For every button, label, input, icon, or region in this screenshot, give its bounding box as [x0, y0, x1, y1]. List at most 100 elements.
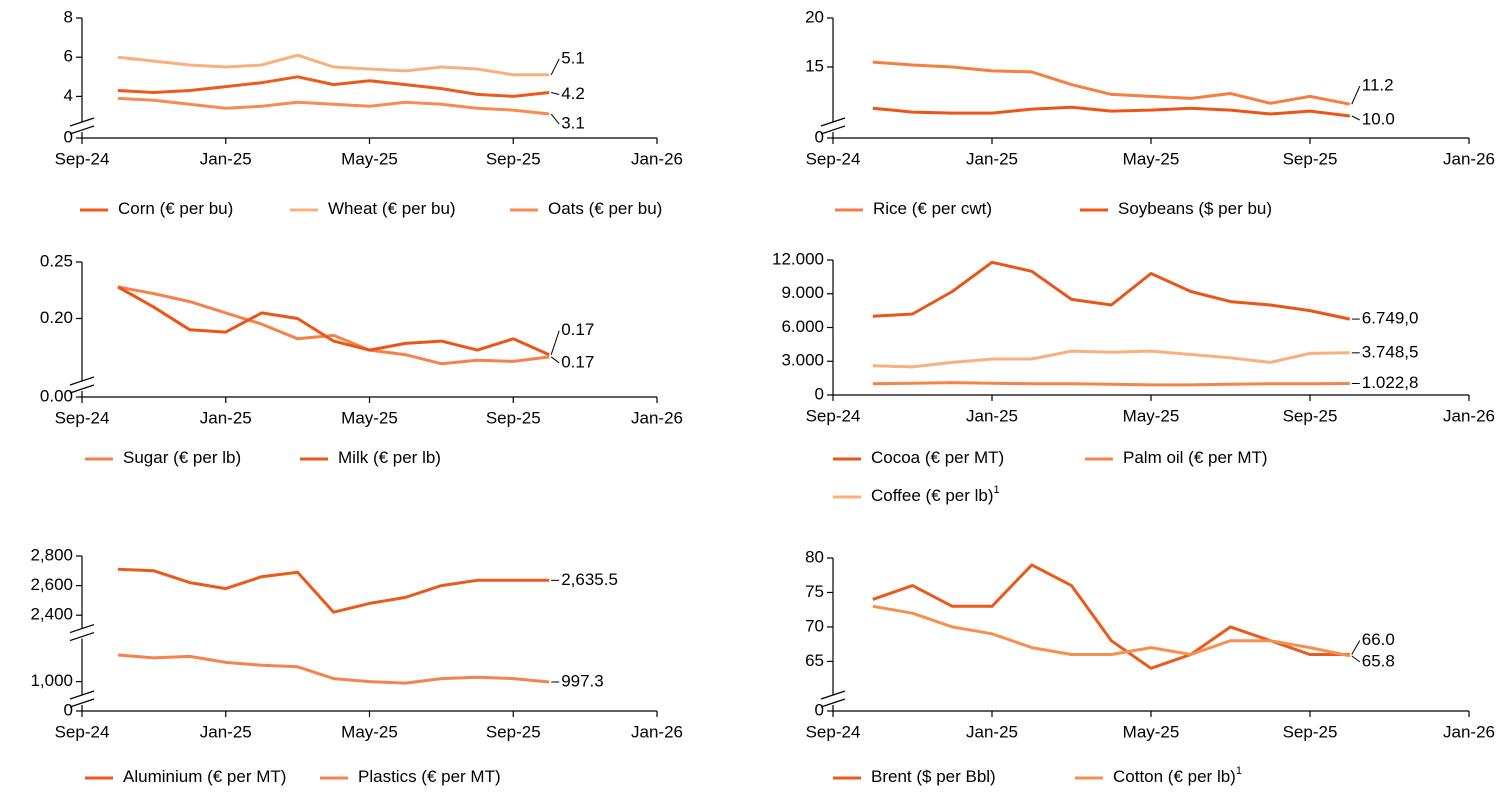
value-label: 2,635.5: [561, 570, 618, 589]
y-tick-label: 0: [64, 127, 73, 146]
legend-note: 1: [1236, 765, 1242, 777]
x-tick-label: May-25: [341, 149, 398, 168]
axis-break: [69, 632, 95, 642]
legend-note: 1: [994, 484, 1000, 496]
chart-panel: 0 1,000 2,400 2,600 2,800 Sep-24 Jan-25 May-25 S…: [30, 545, 683, 786]
x-tick-label: Sep-25: [1283, 722, 1338, 741]
legend-entry: Brent ($ per Bbl): [871, 767, 996, 786]
axis-break: [69, 624, 95, 634]
axis-break-gap: [70, 628, 94, 639]
axis-break: [69, 690, 95, 700]
x-tick-label: Sep-25: [486, 408, 541, 427]
y-tick-label: 0.25: [40, 251, 73, 270]
value-label: 0.17: [561, 320, 594, 339]
line-series: [872, 60, 1351, 106]
value-label: 3.1: [561, 114, 585, 133]
y-tick-label: 2,400: [30, 605, 73, 624]
y-tick-label: 70: [805, 616, 824, 635]
x-tick-label: Sep-24: [806, 149, 861, 168]
axis-break-gap: [70, 695, 94, 705]
value-label: 997.3: [561, 671, 604, 690]
x-tick-label: Jan-26: [631, 149, 683, 168]
x-tick-label: May-25: [341, 408, 398, 427]
y-tick-label: 6.000: [781, 317, 824, 336]
legend-entry: Rice (€ per cwt): [873, 199, 992, 218]
axis-break-gap: [70, 381, 94, 391]
value-label: 5.1: [561, 48, 585, 67]
y-tick-label: 1,000: [30, 671, 73, 690]
x-tick-label: Sep-25: [1283, 406, 1338, 425]
line-series: [117, 285, 550, 357]
x-tick-label: Jan-26: [1443, 406, 1495, 425]
y-tick-label: 2,600: [30, 575, 73, 594]
legend-name: Coffee (€ per lb): [871, 486, 994, 505]
x-tick-label: Sep-25: [486, 722, 541, 741]
x-tick-label: Sep-25: [1283, 149, 1338, 168]
legend-name: Aluminium (€ per MT): [123, 767, 286, 786]
legend-name: Cocoa (€ per MT): [871, 448, 1004, 467]
legend-entry: Milk (€ per lb): [338, 448, 441, 467]
x-tick-label: Sep-24: [55, 408, 110, 427]
label-leader: [550, 330, 560, 355]
axis-break: [69, 384, 95, 394]
label-leader: [551, 91, 560, 95]
x-tick-label: May-25: [341, 722, 398, 741]
legend-name: Palm oil (€ per MT): [1123, 448, 1268, 467]
x-tick-label: Jan-25: [200, 722, 252, 741]
y-tick-label: 8: [64, 7, 73, 26]
legend-entry: Sugar (€ per lb): [123, 448, 241, 467]
legend-entry: Corn (€ per bu): [118, 199, 233, 218]
y-tick-label: 0.00: [40, 386, 73, 405]
axis-break: [820, 125, 846, 135]
x-tick-label: Jan-25: [966, 722, 1018, 741]
legend-entry: Coffee (€ per lb)1: [871, 484, 1000, 506]
axis-break: [820, 117, 846, 127]
chart-panel: 0 65 70 75 80 Sep-24 Jan-25 May-25 Sep-25 Jan-26 6…: [805, 547, 1495, 786]
line-series: [872, 381, 1350, 387]
value-label: 10.0: [1362, 109, 1395, 128]
value-label: 65.8: [1362, 651, 1395, 670]
x-tick-label: Jan-26: [631, 408, 683, 427]
x-tick-label: Sep-24: [55, 722, 110, 741]
line-series: [117, 96, 550, 116]
legend-name: Plastics (€ per MT): [358, 767, 501, 786]
x-tick-label: Sep-24: [806, 406, 861, 425]
axis-break-gap: [821, 695, 845, 705]
legend-name: Corn (€ per bu): [118, 199, 233, 218]
value-label: 66.0: [1362, 630, 1395, 649]
line-series: [117, 75, 550, 98]
legend-entry: Wheat (€ per bu): [328, 199, 456, 218]
legend-entry: Soybeans ($ per bu): [1118, 199, 1272, 218]
legend-name: Wheat (€ per bu): [328, 199, 456, 218]
label-leader: [1351, 655, 1361, 663]
y-tick-label: 12.000: [772, 249, 824, 268]
x-tick-label: Jan-26: [1443, 149, 1495, 168]
line-series: [872, 105, 1350, 118]
legend-name: Cotton (€ per lb): [1113, 767, 1236, 786]
chart-panel: 0 15 20 Sep-24 Jan-25 May-25 Sep-25 Jan-26 11.2 R…: [805, 7, 1495, 218]
x-tick-label: May-25: [1123, 722, 1180, 741]
y-tick-label: 0: [815, 127, 824, 146]
y-tick-label: 0.20: [40, 308, 73, 327]
label-leader: [550, 113, 560, 125]
y-tick-label: 15: [805, 56, 824, 75]
label-leader: [1351, 86, 1361, 105]
legend-entry: Cocoa (€ per MT): [871, 448, 1004, 467]
axis-break-gap: [70, 122, 94, 132]
line-series: [872, 604, 1351, 658]
label-leader: [1351, 115, 1360, 121]
legend-entry: Oats (€ per bu): [548, 199, 662, 218]
line-series: [872, 349, 1350, 369]
chart-panel: 0 4 6 8 Sep-24 Jan-25 May-25 Sep-25 Jan-26 4.2 Cor…: [55, 7, 683, 218]
y-tick-label: 20: [805, 7, 824, 26]
y-tick-label: 9.000: [781, 283, 824, 302]
value-label: 1.022,8: [1362, 373, 1419, 392]
axis-break: [69, 698, 95, 708]
axis-break-gap: [821, 122, 845, 132]
legend-name: Rice (€ per cwt): [873, 199, 992, 218]
line-series: [117, 53, 550, 77]
x-tick-label: Jan-25: [200, 149, 252, 168]
line-series: [117, 653, 550, 685]
line-series: [117, 285, 550, 366]
label-leader: [550, 58, 560, 76]
